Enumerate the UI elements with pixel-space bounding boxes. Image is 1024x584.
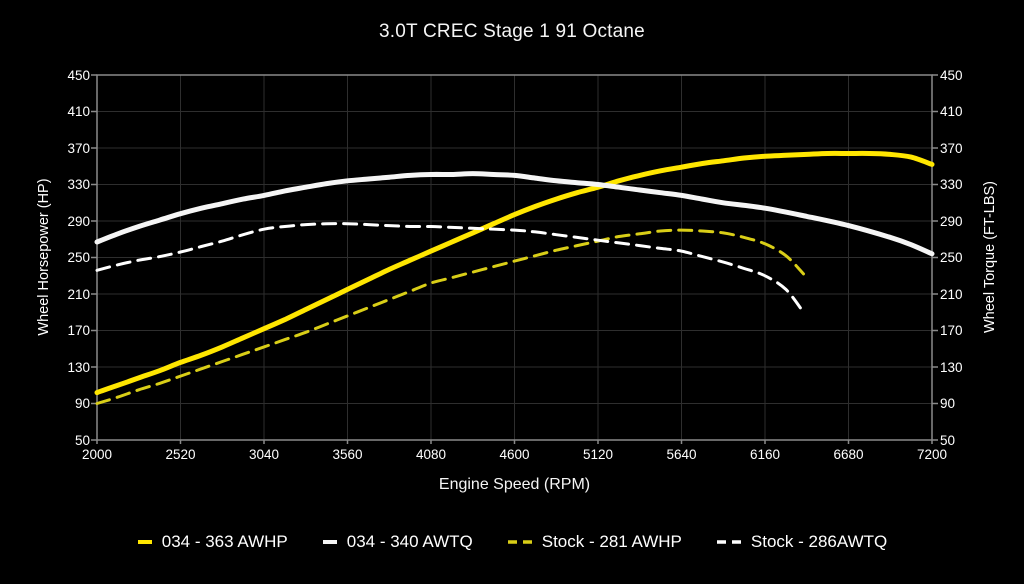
legend-swatch-dashed-line: [507, 540, 532, 544]
y-tick-label-right: 330: [940, 177, 963, 192]
y-tick-label-right: 130: [940, 359, 963, 375]
legend-label: 034 - 363 AWHP: [161, 532, 288, 551]
legend-swatch-dashed-line: [716, 540, 741, 544]
chart-title: 3.0T CREC Stage 1 91 Octane: [379, 21, 645, 42]
y-tick-label-left: 90: [74, 396, 90, 411]
series-curve-1: [94, 171, 935, 257]
y-tick-label-left: 450: [67, 67, 90, 83]
series-curve-0: [94, 150, 935, 396]
y-tick-label-right: 290: [940, 213, 963, 229]
y-axis-label-right: Wheel Torque (FT-LBS): [982, 180, 998, 334]
legend-item-0: 034 - 363 AWHP: [137, 532, 288, 552]
y-tick-label-left: 330: [67, 177, 90, 192]
legend-item-2: Stock - 281 AWHP: [507, 532, 682, 552]
x-tick-label: 2000: [81, 447, 113, 462]
y-tick-label-left: 370: [67, 140, 90, 156]
y-tick-label-left: 130: [67, 359, 90, 375]
x-tick-label: 5120: [582, 447, 614, 462]
x-tick-label: 5640: [666, 447, 697, 462]
legend: 034 - 363 AWHP 034 - 340 AWTQ Stock - 281 …: [0, 532, 1024, 552]
legend-item-3: Stock - 286AWTQ: [716, 532, 887, 552]
legend-item-1: 034 - 340 AWTQ: [322, 532, 473, 552]
y-tick-label-right: 90: [940, 396, 956, 411]
x-tick-label: 4080: [415, 447, 447, 462]
y-tick-label-left: 250: [67, 250, 90, 265]
legend-label: Stock - 286AWTQ: [750, 532, 888, 551]
y-tick-label-right: 50: [940, 432, 956, 448]
x-tick-label: 7200: [916, 447, 948, 462]
y-tick-label-right: 250: [940, 250, 963, 265]
legend-label: Stock - 281 AWHP: [541, 532, 682, 551]
x-axis-label: Engine Speed (RPM): [438, 476, 591, 493]
legend-swatch-solid-line: [322, 540, 337, 544]
y-tick-label-left: 290: [67, 213, 90, 229]
x-tick-label: 4600: [499, 447, 530, 462]
y-tick-label-left: 210: [67, 286, 90, 302]
x-tick-label: 6160: [749, 447, 781, 462]
x-tick-label: 3040: [248, 447, 280, 462]
y-tick-label-right: 210: [940, 286, 963, 302]
y-tick-label-left: 50: [74, 432, 90, 448]
plot-border: [96, 74, 933, 441]
y-tick-label-right: 450: [940, 67, 963, 83]
x-tick-label: 2520: [165, 447, 196, 462]
legend-label: 034 - 340 AWTQ: [346, 532, 473, 551]
y-tick-label-right: 370: [940, 140, 963, 156]
series-curve-2: [95, 228, 805, 405]
y-tick-label-left: 170: [67, 323, 90, 338]
x-tick-label: 6680: [833, 447, 864, 462]
y-tick-label-right: 170: [940, 323, 963, 338]
y-tick-label-right: 410: [940, 104, 963, 119]
series-curve-3: [95, 222, 805, 314]
x-tick-label: 3560: [332, 447, 363, 462]
legend-swatch-solid-line: [137, 540, 152, 544]
y-tick-label-left: 410: [67, 104, 90, 119]
